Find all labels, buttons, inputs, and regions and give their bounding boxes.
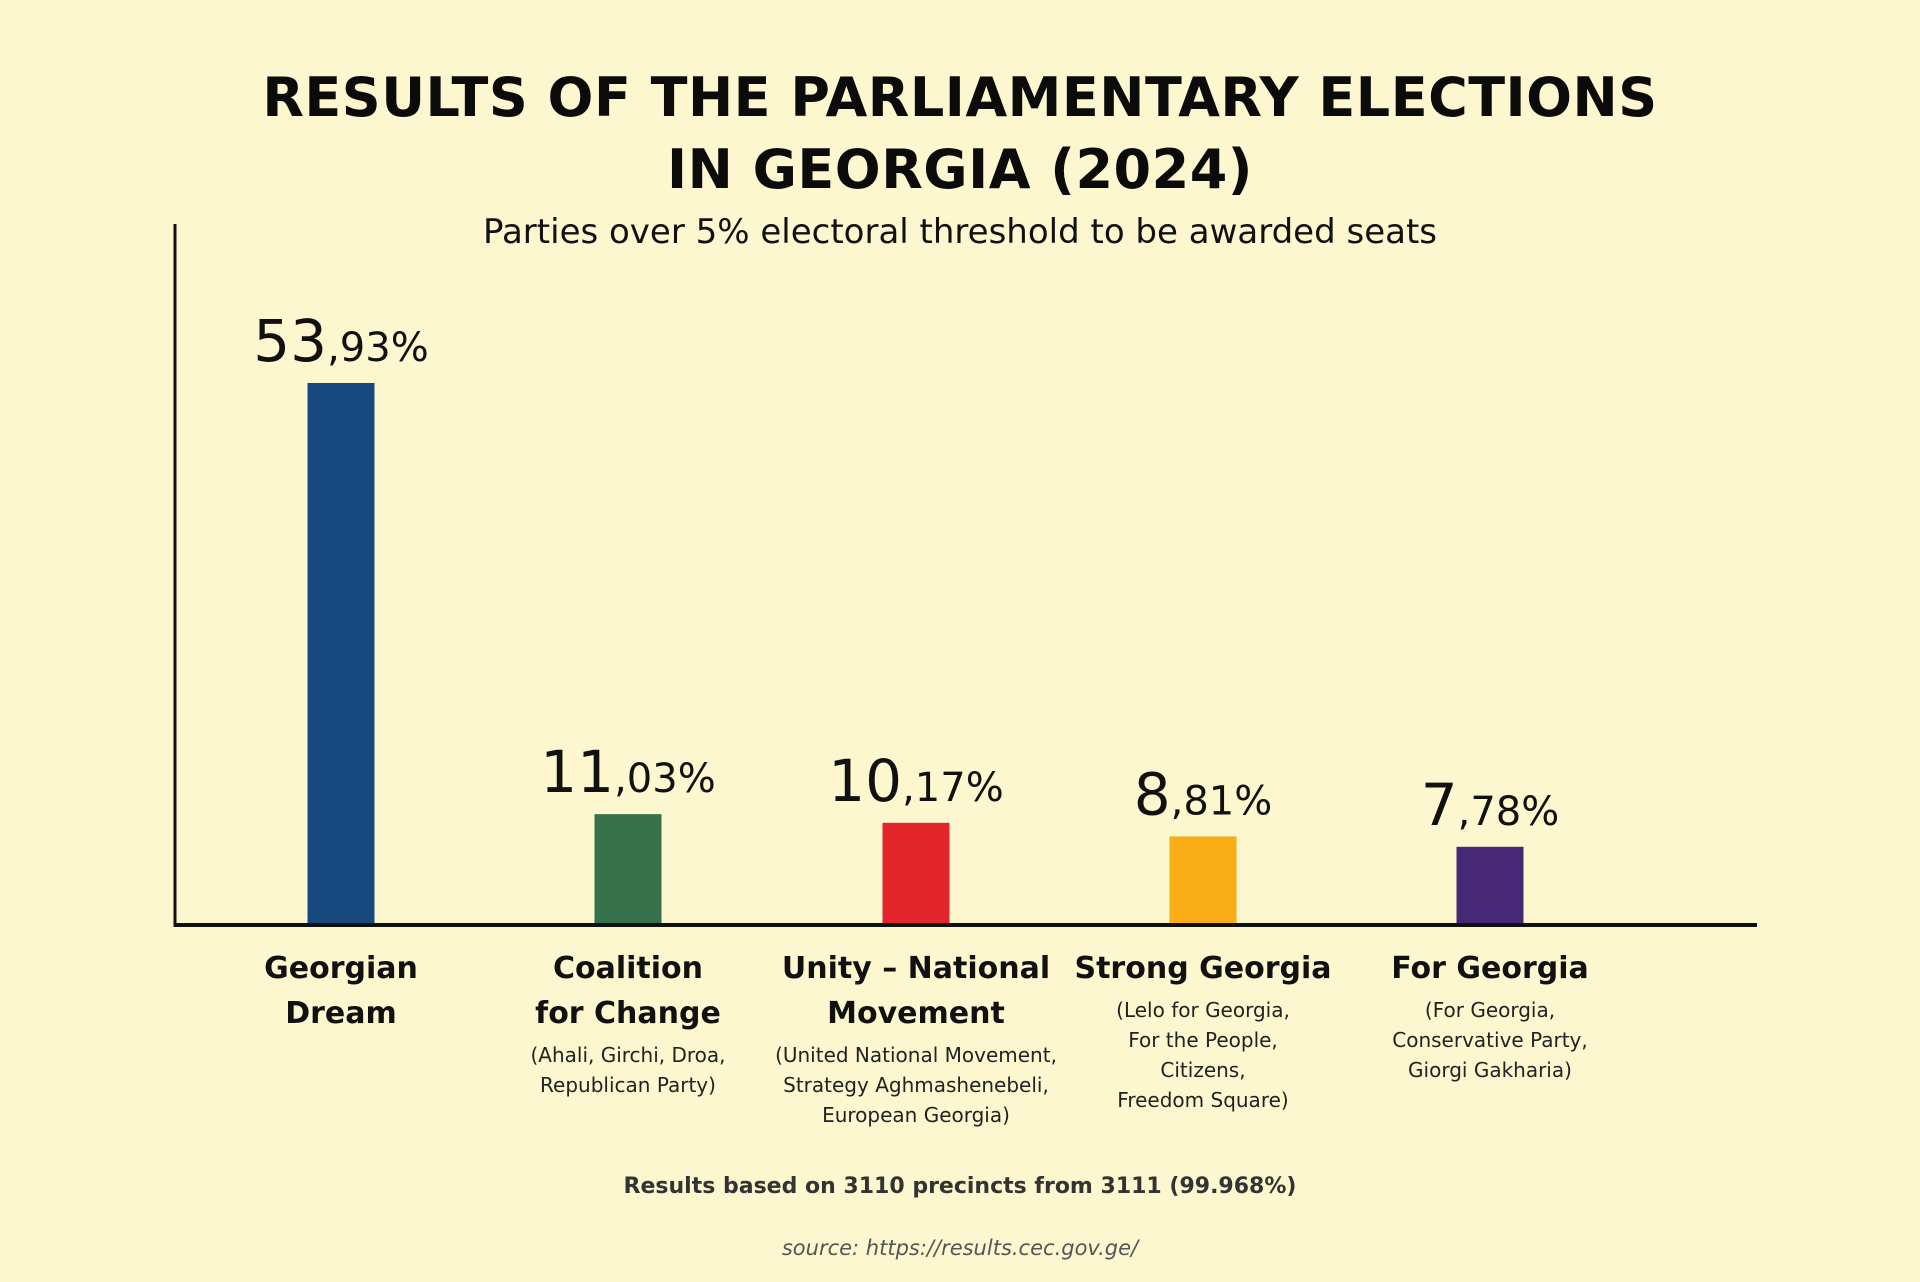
category-label-line: Movement [827, 996, 1005, 1031]
value-label-1: 11,03% [540, 738, 715, 806]
value-label-frac: ,17% [902, 765, 1004, 811]
precincts-footnote: Results based on 3110 precincts from 311… [623, 1174, 1297, 1199]
category-label-2: Unity – National Movement [766, 946, 1066, 1036]
party-members-4: (For Georgia, Conservative Party, Giorgi G… [1340, 995, 1640, 1085]
value-label-int: 53 [253, 307, 327, 375]
bar-1 [594, 814, 662, 925]
category-label-4: For Georgia [1340, 946, 1640, 991]
party-members-line: Strategy Aghmashenebeli, [783, 1073, 1049, 1097]
value-label-int: 11 [540, 738, 614, 806]
party-members-line: (United National Movement, [775, 1043, 1057, 1067]
value-label-frac: ,81% [1171, 778, 1273, 824]
bar-3 [1169, 836, 1237, 925]
party-members-2: (United National Movement, Strategy Aghma… [766, 1040, 1066, 1130]
party-members-line: For the People, [1128, 1028, 1278, 1052]
value-label-0: 53,93% [253, 307, 428, 375]
category-label-line: for Change [535, 996, 721, 1031]
value-label-frac: ,78% [1458, 789, 1560, 835]
category-label-1: Coalition for Change [478, 946, 778, 1036]
party-members-line: Citizens, [1160, 1058, 1246, 1082]
bar-0 [307, 383, 375, 925]
category-label-0: Georgian Dream [191, 946, 491, 1036]
party-members-line: (For Georgia, [1424, 998, 1556, 1022]
value-label-int: 8 [1134, 760, 1171, 828]
party-members-line: (Ahali, Girchi, Droa, [530, 1043, 726, 1067]
value-label-frac: ,03% [614, 756, 716, 802]
bar-4 [1456, 846, 1524, 925]
party-members-line: (Lelo for Georgia, [1116, 998, 1290, 1022]
value-label-4: 7,78% [1421, 771, 1560, 839]
category-label-line: Strong Georgia [1074, 951, 1332, 986]
value-label-int: 7 [1421, 771, 1458, 839]
party-members-line: Conservative Party, [1392, 1028, 1588, 1052]
party-members-line: Giorgi Gakharia) [1408, 1058, 1572, 1082]
party-members-line: Republican Party) [540, 1073, 716, 1097]
chart-subtitle: Parties over 5% electoral threshold to b… [483, 212, 1437, 252]
chart-title-line-2: IN GEORGIA (2024) [667, 138, 1253, 201]
party-members-1: (Ahali, Girchi, Droa, Republican Party) [478, 1040, 778, 1100]
chart-title-line-1: RESULTS OF THE PARLIAMENTARY ELECTIONS [262, 66, 1658, 129]
bar-2 [882, 822, 950, 925]
value-label-2: 10,17% [828, 747, 1003, 815]
category-label-line: Coalition [552, 951, 704, 986]
source-note: source: https://results.cec.gov.ge/ [781, 1236, 1139, 1260]
category-label-3: Strong Georgia [1053, 946, 1353, 991]
party-members-3: (Lelo for Georgia, For the People, Citizen… [1053, 995, 1353, 1115]
value-label-3: 8,81% [1134, 760, 1273, 828]
party-members-line: European Georgia) [822, 1103, 1010, 1127]
party-members-line: Freedom Square) [1117, 1088, 1289, 1112]
value-label-int: 10 [828, 747, 902, 815]
category-label-line: Unity – National [781, 951, 1051, 986]
category-label-line: Georgian [264, 951, 418, 986]
value-label-frac: ,93% [327, 325, 429, 371]
category-label-line: Dream [285, 996, 397, 1031]
category-label-line: For Georgia [1391, 951, 1589, 986]
